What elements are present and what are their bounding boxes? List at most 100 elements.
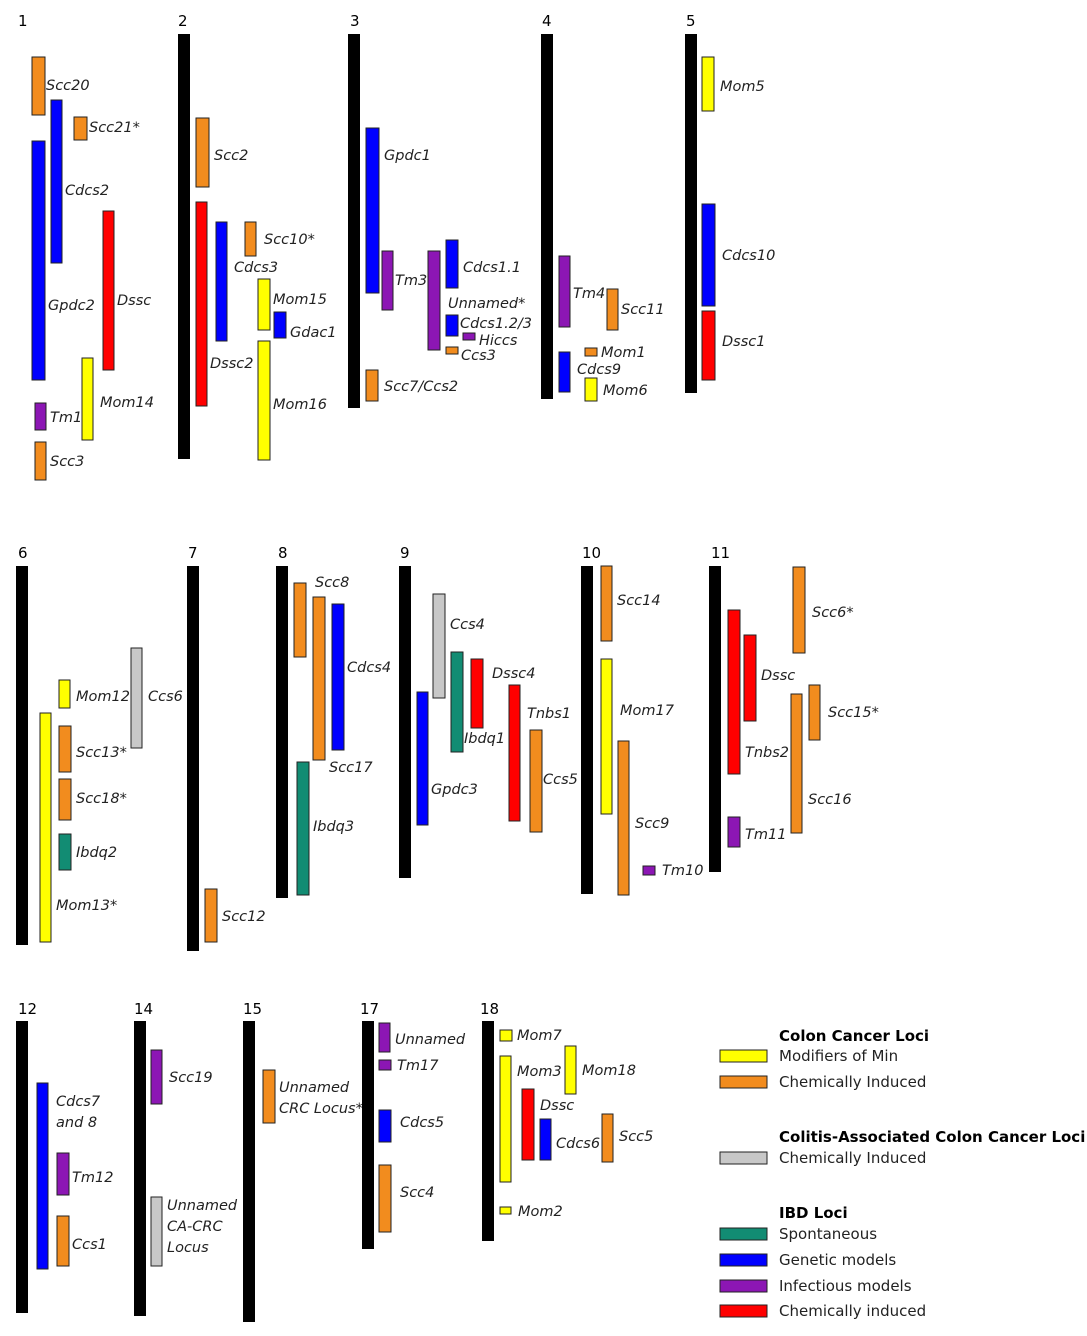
locus-label-mom3: Mom3: [517, 1064, 562, 1080]
chromosome-3: 3 Gpdc1 Tm3 Scc7/Ccs2 Unnamed* Cdcs1.1 Cdcs1.2…: [348, 12, 532, 408]
chromosome-bar: [276, 566, 288, 898]
locus-bar-cdcs10: [701, 203, 716, 307]
locus-bar-gpdc2: [31, 140, 46, 381]
locus-bar-cdcs1-1: [445, 239, 459, 289]
locus-label-tm10: Tm10: [662, 863, 703, 879]
locus-bar-hiccs: [462, 332, 476, 341]
locus-label-mom5: Mom5: [720, 79, 765, 95]
locus-label-dssc4: Dssc4: [492, 666, 535, 682]
locus-bar-mom17: [600, 658, 613, 815]
locus-label-unnamed: Unnamed: [395, 1032, 466, 1048]
locus-label-mom13: Mom13*: [56, 898, 117, 914]
locus-bar-dssc: [102, 210, 115, 371]
locus-bar-mom7: [499, 1029, 513, 1042]
chromosome-bar: [16, 566, 28, 945]
chromosome-1: 1 Scc20 Scc21* Cdcs2 Gpdc2 Dssc Mom14 Tm1 Scc3: [18, 12, 154, 481]
locus-bar-cdcs2: [50, 99, 63, 264]
locus-bar-scc7-ccs2: [365, 369, 379, 402]
chromosome-5: 5 Mom5 Cdcs10 Dssc1: [685, 12, 775, 393]
chromosome-bar: [362, 1021, 374, 1249]
locus-label-cdcs6: Cdcs6: [556, 1136, 600, 1152]
locus-bar-scc12: [204, 888, 218, 943]
locus-label-dssc: Dssc: [761, 668, 795, 684]
locus-bar-tm10: [642, 865, 656, 876]
locus-label-tm11: Tm11: [745, 827, 786, 843]
locus-label-mom6: Mom6: [603, 383, 648, 399]
locus-bar-scc2: [195, 117, 210, 188]
locus-label-dssc2: Dssc2: [210, 356, 253, 372]
chromosome-6: 6 Mom12 Mom13* Scc13* Scc18* Ibdq2 Ccs6: [16, 544, 183, 945]
locus-bar-scc4: [378, 1164, 392, 1233]
locus-bar-mom1: [584, 347, 598, 357]
chromosome-number: 12: [18, 1000, 37, 1018]
legend-group-title: Colon Cancer Loci: [779, 1027, 929, 1045]
locus-bar-mom6: [584, 377, 598, 402]
locus-label-cdcs3: Cdcs3: [234, 260, 278, 276]
locus-bar-mom5: [701, 56, 715, 112]
locus-bar-mom2: [499, 1206, 512, 1215]
chromosome-11: 11 Tnbs2 Dssc Tm11 Scc6* Scc16 Scc15*: [709, 544, 879, 872]
locus-label-scc8: Scc8: [315, 575, 349, 591]
chromosome-number: 4: [542, 12, 552, 30]
legend-swatch-genetic-models: [719, 1253, 768, 1267]
chromosome-14: 14 Scc19 Unnamed CA-CRC Locus: [134, 1000, 238, 1316]
chromosome-10: 10 Scc14 Mom17 Scc9 Tm10: [581, 544, 703, 896]
chromosome-bar: [399, 566, 411, 878]
locus-bar-unnamed: [378, 1022, 391, 1053]
locus-bar-mom14: [81, 357, 94, 441]
legend-item-label: Modifiers of Min: [779, 1047, 898, 1065]
locus-bar-dssc2: [195, 201, 208, 407]
locus-bar-ibdq3: [296, 761, 310, 896]
legend-item-label: Spontaneous: [779, 1225, 877, 1243]
locus-bar-scc17: [312, 596, 326, 761]
locus-label-gpdc2: Gpdc2: [48, 298, 95, 314]
locus-label-cdcs7-and-8: Cdcs7 and 8: [56, 1094, 101, 1131]
locus-label-scc19: Scc19: [169, 1070, 213, 1086]
chromosome-number: 17: [360, 1000, 379, 1018]
legend-item-label: Chemically Induced: [779, 1149, 926, 1167]
locus-bar-scc18: [58, 778, 72, 821]
locus-label-dssc1: Dssc1: [722, 334, 765, 350]
chromosome-number: 7: [188, 544, 198, 562]
chromosome-number: 10: [582, 544, 601, 562]
locus-label-cdcs1-1: Cdcs1.1: [463, 260, 521, 276]
chromosome-7: 7 Scc12: [187, 544, 266, 951]
chromosome-bar: [187, 566, 199, 951]
locus-label-unnamed-crc-locus: Unnamed CRC Locus*: [279, 1080, 363, 1117]
locus-label-mom14: Mom14: [100, 395, 154, 411]
locus-bar-scc13: [58, 725, 72, 773]
locus-label-ccs5: Ccs5: [543, 772, 578, 788]
locus-bar-cdcs4: [331, 603, 345, 751]
locus-label-tm1: Tm1: [50, 410, 82, 426]
locus-label-ibdq1: Ibdq1: [464, 731, 505, 747]
locus-bar-scc3: [34, 441, 47, 481]
locus-bar-dssc1: [701, 310, 716, 381]
legend-group-title: IBD Loci: [779, 1204, 848, 1222]
locus-bar-ibdq2: [58, 833, 72, 871]
chromosome-number: 1: [18, 12, 28, 30]
locus-bar-gpdc1: [365, 127, 380, 294]
locus-label-hiccs: Hiccs: [479, 333, 518, 349]
chromosome-12: 12 Cdcs7 and 8 Tm12 Ccs1: [16, 1000, 113, 1313]
locus-bar-tm3: [381, 250, 394, 311]
locus-bar-scc8: [293, 582, 307, 658]
legend-swatch-chemically-induced: [719, 1304, 768, 1318]
locus-label-scc15: Scc15*: [828, 705, 879, 721]
chromosome-2: 2 Scc2 Dssc2 Cdcs3 Scc10* Mom15 Gdac1 Mom16: [178, 12, 337, 461]
locus-bar-mom12: [58, 679, 71, 709]
locus-bar-ibdq1: [450, 651, 464, 753]
locus-bar-mom15: [257, 278, 271, 331]
locus-label-scc18: Scc18*: [76, 791, 127, 807]
legend-item-label: Genetic models: [779, 1251, 896, 1269]
chromosome-number: 18: [480, 1000, 499, 1018]
legend-group-colon-cancer-loci: Colon Cancer Loci Modifiers of Min Chemica…: [719, 1027, 929, 1091]
legend-swatch-spontaneous: [719, 1227, 768, 1241]
chromosome-number: 5: [686, 12, 696, 30]
chromosome-bar: [16, 1021, 28, 1313]
locus-label-cdcs9: Cdcs9: [577, 362, 621, 378]
locus-label-scc2: Scc2: [214, 148, 248, 164]
legend: Colon Cancer Loci Modifiers of Min Chemica…: [719, 1027, 1085, 1320]
chromosome-number: 11: [711, 544, 730, 562]
locus-label-ccs4: Ccs4: [450, 617, 485, 633]
